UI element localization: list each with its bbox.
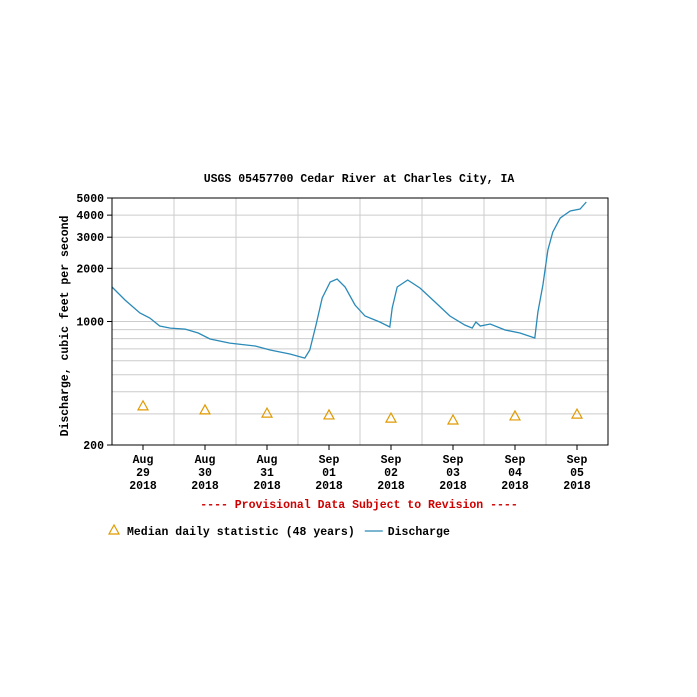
legend-label: Median daily statistic (48 years) bbox=[127, 526, 355, 539]
x-tick-label: Sep 02 2018 bbox=[377, 454, 405, 493]
median-marker bbox=[508, 409, 522, 421]
y-tick-label: 3000 bbox=[76, 232, 104, 245]
y-tick-label: 4000 bbox=[76, 210, 104, 223]
chart-title: USGS 05457700 Cedar River at Charles Cit… bbox=[204, 173, 515, 186]
median-marker bbox=[322, 408, 336, 420]
discharge-line bbox=[111, 201, 587, 359]
legend-label: Discharge bbox=[388, 526, 450, 539]
x-tick-label: Sep 01 2018 bbox=[315, 454, 343, 493]
median-marker bbox=[198, 403, 212, 415]
median-marker bbox=[260, 406, 274, 418]
median-marker bbox=[570, 407, 584, 419]
y-tick-label: 2000 bbox=[76, 263, 104, 276]
y-axis-label: Discharge, cubic feet per second bbox=[59, 215, 72, 436]
legend-marker bbox=[107, 523, 121, 535]
median-marker bbox=[136, 399, 150, 411]
x-tick-label: Aug 30 2018 bbox=[191, 454, 219, 493]
x-tick-label: Aug 29 2018 bbox=[129, 454, 157, 493]
x-tick-label: Sep 04 2018 bbox=[501, 454, 529, 493]
median-marker bbox=[384, 411, 398, 423]
x-tick-label: Sep 03 2018 bbox=[439, 454, 467, 493]
x-tick-label: Aug 31 2018 bbox=[253, 454, 281, 493]
x-tick-label: Sep 05 2018 bbox=[563, 454, 591, 493]
y-tick-label: 200 bbox=[83, 440, 104, 453]
y-tick-label: 1000 bbox=[76, 317, 104, 330]
annotation: ---- Provisional Data Subject to Revisio… bbox=[200, 499, 517, 512]
y-tick-label: 5000 bbox=[76, 193, 104, 206]
plot-frame bbox=[111, 197, 609, 446]
median-marker bbox=[446, 413, 460, 425]
